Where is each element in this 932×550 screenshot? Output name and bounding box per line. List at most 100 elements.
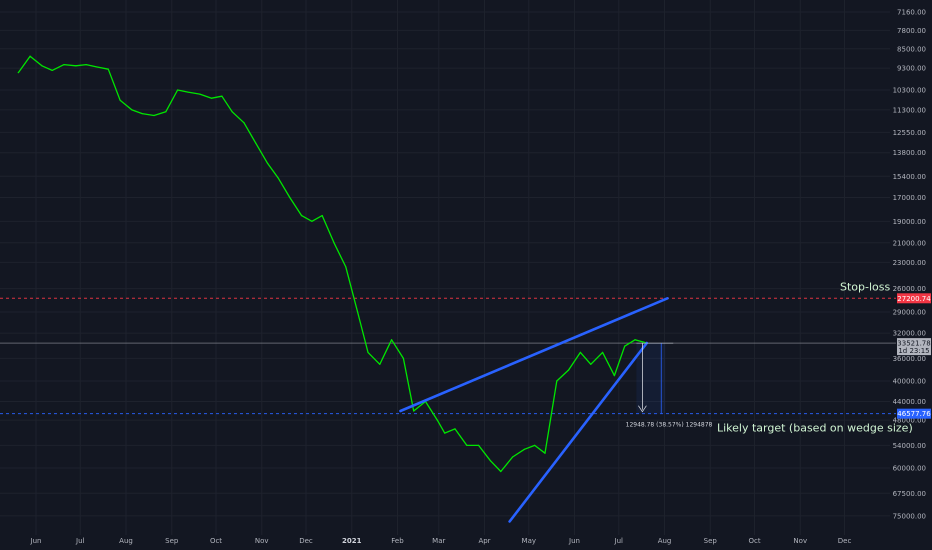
- wedge-lines: [399, 296, 669, 523]
- x-tick-label: Jun: [568, 537, 580, 545]
- series-point: [466, 444, 468, 446]
- series-point: [210, 97, 213, 99]
- series-point: [489, 460, 492, 462]
- y-tick-label: 23000.00: [893, 259, 926, 267]
- series-point: [177, 89, 179, 91]
- grid: [0, 0, 890, 535]
- series-point: [624, 345, 626, 347]
- y-tick-label: 10300.00: [893, 86, 926, 94]
- series-point: [601, 351, 604, 353]
- series-point: [75, 65, 77, 67]
- series-point: [255, 142, 257, 144]
- series-point: [141, 113, 143, 115]
- series-point: [41, 65, 43, 67]
- series-point: [333, 242, 335, 244]
- y-tick-label: 15400.00: [893, 173, 926, 181]
- series-point: [345, 266, 347, 268]
- series-point: [402, 357, 404, 360]
- series-point: [51, 69, 53, 71]
- series-point: [243, 122, 245, 124]
- series-point: [379, 363, 381, 365]
- y-tick-label: 8500.00: [897, 45, 926, 53]
- x-tick-label: Nov: [793, 537, 807, 545]
- series-point: [478, 444, 480, 446]
- y-tick-label: 44000.00: [893, 398, 926, 406]
- series-point: [367, 351, 369, 353]
- x-tick-label: Apr: [478, 537, 490, 545]
- y-tick-label: 54000.00: [893, 442, 926, 450]
- series-point: [119, 99, 121, 101]
- series-point: [454, 428, 456, 430]
- x-tick-label: Sep: [704, 537, 718, 545]
- y-tick-label: 7160.00: [897, 9, 926, 17]
- price-series: [17, 55, 648, 473]
- y-axis: 7160.00 7800.00 8500.00 9300.00 10300.00 1130…: [893, 9, 926, 521]
- x-tick-label: 2021: [342, 537, 362, 545]
- price-level-badge-text: 27200.74: [897, 295, 931, 303]
- series-point: [277, 177, 279, 179]
- series-point: [444, 432, 446, 434]
- y-tick-label: 32000.00: [893, 330, 926, 338]
- series-point: [579, 351, 582, 353]
- y-tick-label: 36000.00: [893, 355, 926, 363]
- series-point: [523, 448, 525, 450]
- price-level-badge: [897, 293, 931, 304]
- series-point: [413, 410, 415, 412]
- series-point: [95, 66, 98, 68]
- measure-label: 12948.78 (38.57%) 1294878: [626, 422, 713, 429]
- series-point: [289, 196, 291, 199]
- series-point: [17, 72, 19, 74]
- wedge-upper-line: [399, 296, 669, 413]
- series-point: [613, 374, 615, 377]
- price-level-badge-text: 46577.76: [897, 410, 931, 418]
- y-tick-label: 67500.00: [893, 490, 926, 498]
- y-tick-label: 75000.00: [893, 512, 926, 520]
- x-tick-label: Aug: [119, 537, 133, 545]
- series-point: [436, 419, 438, 421]
- series-point: [500, 470, 502, 473]
- x-tick-label: Jul: [614, 537, 624, 545]
- y-tick-label: 60000.00: [893, 464, 926, 472]
- series-point: [634, 339, 636, 341]
- price-levels: [0, 297, 896, 415]
- x-tick-label: Jun: [30, 537, 42, 545]
- series-point: [311, 220, 313, 222]
- target-label: Likely target (based on wedge size): [717, 422, 913, 435]
- series-point: [165, 111, 167, 113]
- x-tick-label: Feb: [391, 537, 404, 545]
- x-tick-label: May: [522, 537, 536, 545]
- y-tick-label: 11300.00: [893, 106, 926, 114]
- series-point: [556, 380, 558, 382]
- x-tick-label: Nov: [255, 537, 269, 545]
- y-tick-label: 12550.00: [893, 129, 926, 137]
- wedge-lower-line: [508, 341, 649, 523]
- x-tick-label: Jul: [75, 537, 85, 545]
- series-point: [29, 55, 31, 57]
- series-point: [231, 111, 233, 113]
- y-tick-label: 17000.00: [893, 194, 926, 202]
- x-tick-label: Mar: [432, 537, 445, 545]
- y-tick-label: 9300.00: [897, 65, 926, 73]
- series-point: [544, 452, 546, 454]
- y-tick-label: 26000.00: [893, 285, 926, 293]
- x-tick-label: Oct: [210, 537, 222, 545]
- series-point: [199, 93, 201, 95]
- series-point: [568, 369, 570, 371]
- series-point: [153, 114, 155, 117]
- series-point: [390, 339, 393, 341]
- series-point: [187, 91, 189, 93]
- y-tick-label: 7800.00: [897, 27, 926, 35]
- y-tick-label: 40000.00: [893, 378, 926, 386]
- series-point: [221, 95, 223, 97]
- x-tick-label: Sep: [165, 537, 179, 545]
- series-point: [85, 64, 87, 66]
- measure-arrow-head: [638, 405, 647, 413]
- series-point: [300, 215, 303, 217]
- series-point: [511, 456, 514, 458]
- x-tick-label: Oct: [748, 537, 760, 545]
- stop-loss-label: Stop-loss: [840, 280, 890, 293]
- series-point: [63, 64, 65, 66]
